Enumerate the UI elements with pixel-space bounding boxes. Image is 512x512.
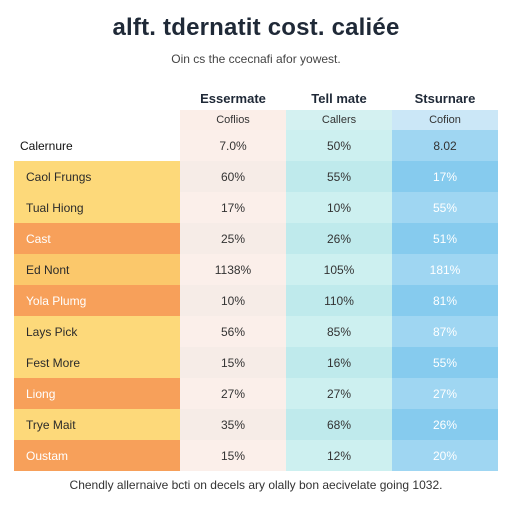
table-row[interactable]: Fest More 15% 16% 55%	[14, 347, 498, 378]
row-label: Oustam	[14, 440, 180, 471]
column-header-1[interactable]: Essermate	[200, 90, 266, 106]
cell-col1: 56%	[180, 316, 286, 347]
cell-col3: 51%	[392, 223, 498, 254]
cell-col1: 15%	[180, 347, 286, 378]
cell-col3: 17%	[392, 161, 498, 192]
footer-note: Chendly allernaive bcti on decels ary ol…	[69, 478, 443, 492]
cell-col2: 85%	[286, 316, 392, 347]
column-header-3[interactable]: Stsurnare	[414, 90, 476, 106]
cell-col3: 27%	[392, 378, 498, 409]
table-row[interactable]: Lays Pick 56% 85% 87%	[14, 316, 498, 347]
table-row[interactable]: Trye Mait 35% 68% 26%	[14, 409, 498, 440]
cell-col1: 35%	[180, 409, 286, 440]
table-row[interactable]: Ed Nont 1138% 105% 181%	[14, 254, 498, 285]
cell-col1: 17%	[180, 192, 286, 223]
table-row[interactable]: Yola Plumg 10% 110% 81%	[14, 285, 498, 316]
row-label: Ed Nont	[14, 254, 180, 285]
row-label: Lays Pick	[14, 316, 180, 347]
column-subheader-1: Coflios	[180, 110, 286, 130]
cell-col3: 55%	[392, 192, 498, 223]
page-subtitle: Oin cs the ccecnafi afor yowest.	[171, 52, 341, 66]
cell-col1: 7.0%	[180, 130, 286, 161]
column-subheader-row: Coflios Callers Cofion	[14, 110, 498, 130]
cell-col3: 26%	[392, 409, 498, 440]
table-row[interactable]: Caol Frungs 60% 55% 17%	[14, 161, 498, 192]
cell-col1: 15%	[180, 440, 286, 471]
row-label: Calernure	[14, 130, 180, 161]
cell-col2: 105%	[286, 254, 392, 285]
comparison-table: Essermate Tell mate Stsurnare Coflios Ca…	[14, 86, 498, 471]
cell-col2: 55%	[286, 161, 392, 192]
column-subheader-3: Cofion	[392, 110, 498, 130]
row-label: Fest More	[14, 347, 180, 378]
cell-col3: 55%	[392, 347, 498, 378]
cell-col1: 27%	[180, 378, 286, 409]
cell-col3: 20%	[392, 440, 498, 471]
cell-col1: 1138%	[180, 254, 286, 285]
cell-col2: 27%	[286, 378, 392, 409]
row-label: Yola Plumg	[14, 285, 180, 316]
column-subheader-2: Callers	[286, 110, 392, 130]
cell-col1: 60%	[180, 161, 286, 192]
row-label: Trye Mait	[14, 409, 180, 440]
cell-col3: 8.02	[392, 130, 498, 161]
cell-col3: 87%	[392, 316, 498, 347]
row-label: Tual Hiong	[14, 192, 180, 223]
cell-col2: 68%	[286, 409, 392, 440]
cell-col3: 81%	[392, 285, 498, 316]
page-title: alft. tdernatit cost. caliée	[112, 14, 400, 41]
cell-col2: 110%	[286, 285, 392, 316]
table-row[interactable]: Oustam 15% 12% 20%	[14, 440, 498, 471]
cell-col3: 181%	[392, 254, 498, 285]
column-header-row: Essermate Tell mate Stsurnare	[14, 86, 498, 110]
table-row[interactable]: Liong 27% 27% 27%	[14, 378, 498, 409]
table-row[interactable]: Tual Hiong 17% 10% 55%	[14, 192, 498, 223]
cell-col2: 50%	[286, 130, 392, 161]
row-label: Liong	[14, 378, 180, 409]
cell-col1: 25%	[180, 223, 286, 254]
cell-col1: 10%	[180, 285, 286, 316]
row-label: Caol Frungs	[14, 161, 180, 192]
cell-col2: 10%	[286, 192, 392, 223]
column-header-2[interactable]: Tell mate	[311, 90, 367, 106]
row-label: Cast	[14, 223, 180, 254]
cell-col2: 26%	[286, 223, 392, 254]
table-row[interactable]: Calernure 7.0% 50% 8.02	[14, 130, 498, 161]
table-row[interactable]: Cast 25% 26% 51%	[14, 223, 498, 254]
cell-col2: 12%	[286, 440, 392, 471]
cell-col2: 16%	[286, 347, 392, 378]
